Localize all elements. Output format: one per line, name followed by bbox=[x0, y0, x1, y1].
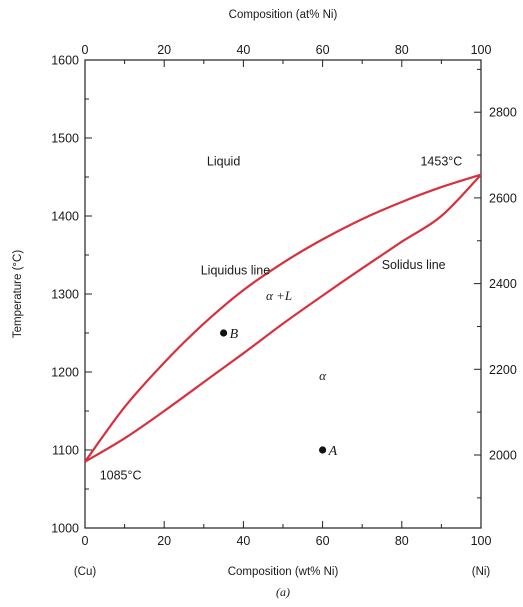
bottom-axis-title: Composition (wt% Ni) bbox=[228, 566, 339, 578]
annotation-1453-c: 1453°C bbox=[420, 154, 462, 168]
right-end-label: (Ni) bbox=[472, 566, 491, 578]
y2-tick-label: 2600 bbox=[489, 191, 517, 205]
x2-tick-label: 100 bbox=[471, 43, 492, 57]
x-tick-label: 60 bbox=[316, 534, 330, 548]
data-points: BA bbox=[220, 327, 338, 459]
annotation-liquidus-line: Liquidus line bbox=[201, 264, 271, 278]
annotation-liquid: Liquid bbox=[207, 154, 240, 168]
annotation-1085-c: 1085°C bbox=[100, 469, 142, 483]
y2-tick-label: 2200 bbox=[489, 363, 517, 377]
x2-tick-label: 20 bbox=[157, 43, 171, 57]
point-b bbox=[220, 329, 228, 337]
y-tick-label: 1500 bbox=[51, 132, 79, 146]
x-tick-label: 80 bbox=[395, 534, 409, 548]
x2-tick-label: 80 bbox=[395, 43, 409, 57]
top-axis-title: Composition (at% Ni) bbox=[229, 9, 338, 21]
y-tick-label: 1100 bbox=[52, 444, 79, 458]
y-tick-label: 1600 bbox=[51, 54, 79, 68]
x2-tick-label: 60 bbox=[316, 43, 330, 57]
point-label-b: B bbox=[230, 327, 239, 342]
x-tick-label: 20 bbox=[157, 534, 171, 548]
left-axis-title: Temperature (°C) bbox=[12, 250, 24, 338]
y-tick-label: 1000 bbox=[51, 522, 79, 536]
x-tick-label: 100 bbox=[471, 534, 492, 548]
annotation-solidus-line: Solidus line bbox=[382, 258, 446, 272]
x2-tick-label: 40 bbox=[236, 43, 250, 57]
left-end-label: (Cu) bbox=[74, 566, 97, 578]
liquidus-line-curve bbox=[84, 173, 482, 463]
axis-ticks bbox=[84, 59, 482, 529]
point-a bbox=[319, 446, 327, 454]
x-tick-label: 40 bbox=[236, 534, 250, 548]
annotations: Liquid 1453°C Liquidus line Solidus line α +… bbox=[100, 154, 463, 482]
annotation-l: α +L bbox=[266, 288, 292, 303]
y-tick-label: 1200 bbox=[51, 366, 79, 380]
y-tick-label: 1300 bbox=[51, 288, 79, 302]
phase-curves bbox=[84, 173, 482, 463]
x-tick-label: 0 bbox=[82, 534, 89, 548]
y-tick-label: 1400 bbox=[51, 210, 79, 224]
point-label-a: A bbox=[328, 444, 338, 459]
y2-tick-label: 2000 bbox=[489, 449, 517, 463]
figure-caption: (a) bbox=[276, 585, 290, 599]
tick-labels: 0 20 40 60 80 1000 20 40 60 80 1001000110012001300… bbox=[51, 43, 517, 548]
y2-tick-label: 2800 bbox=[489, 106, 517, 120]
x2-tick-label: 0 bbox=[82, 43, 89, 57]
annotation-: α bbox=[319, 368, 327, 383]
y2-tick-label: 2400 bbox=[489, 277, 517, 291]
solidus-line-curve bbox=[84, 173, 482, 463]
